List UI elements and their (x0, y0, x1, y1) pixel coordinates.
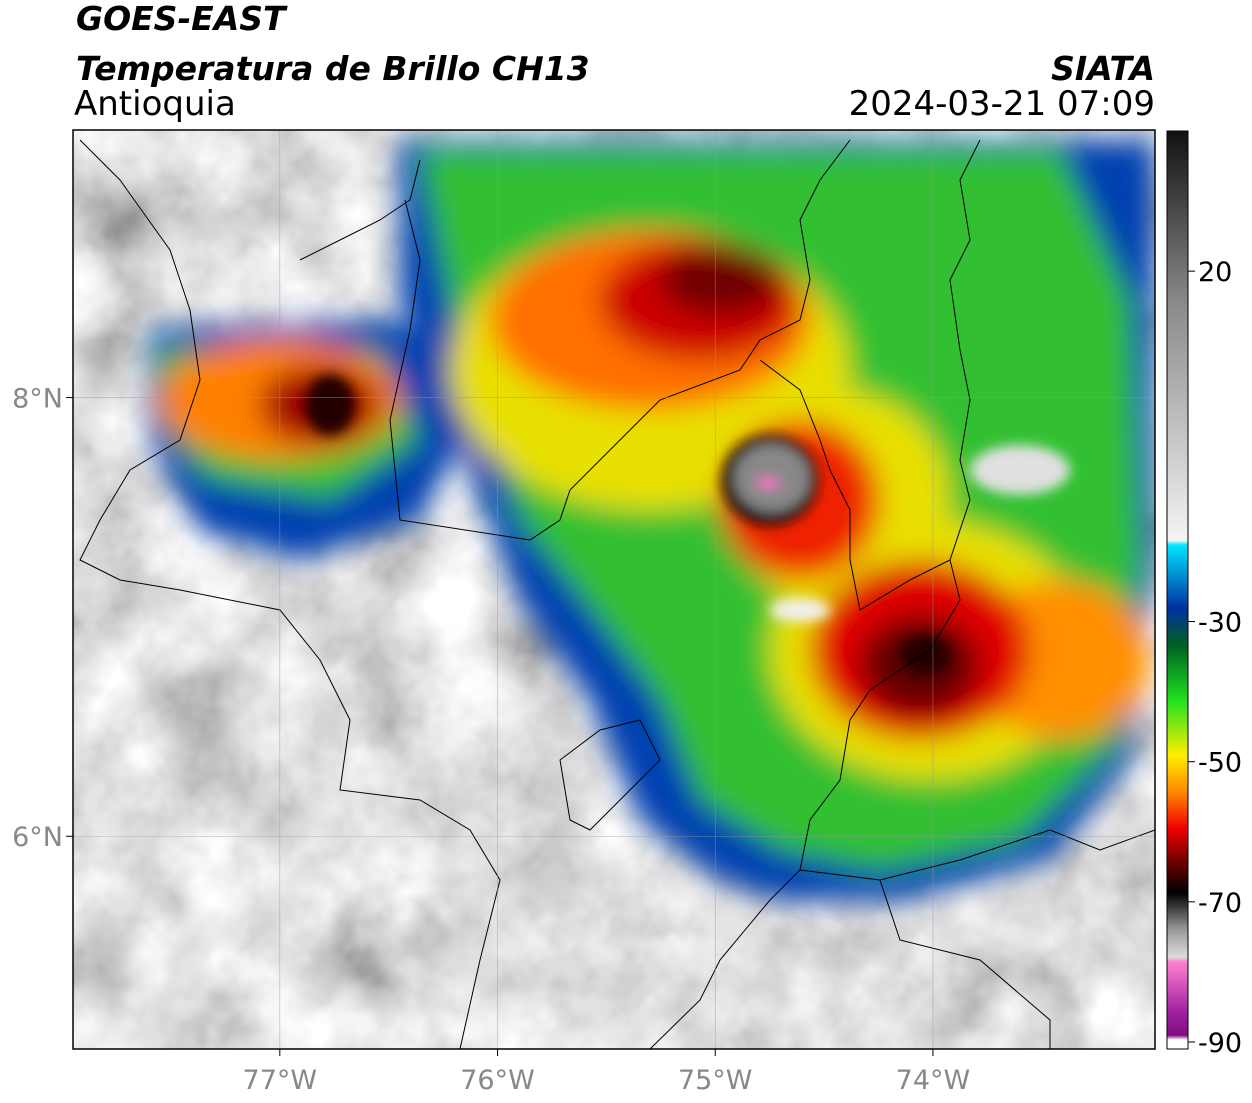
x-tick-label: 75°W (678, 1065, 753, 1096)
x-tick-label: 76°W (460, 1065, 535, 1096)
colorbar-tick-label: 20 (1198, 257, 1232, 288)
map-frame (72, 129, 1156, 1050)
coastline (79, 139, 501, 1050)
datetime: 2024-03-21 07:09 (849, 84, 1155, 124)
department-border (299, 159, 421, 261)
y-tick-label: 6°N (12, 822, 63, 853)
boundaries (79, 139, 1156, 1050)
x-tick-label: 77°W (243, 1065, 318, 1096)
colorbar (1166, 130, 1189, 1050)
colorbar-tick-label: -30 (1198, 608, 1242, 639)
colorbar-tick-label: -50 (1198, 748, 1242, 779)
department-border (389, 139, 851, 541)
colorbar-tick-label: -70 (1198, 888, 1242, 919)
source: SIATA (1051, 49, 1155, 88)
graticule (73, 130, 1155, 1049)
colorbar-tick-label: -90 (1198, 1028, 1242, 1059)
y-tick-label: 8°N (12, 384, 63, 415)
municipal-border (559, 719, 661, 831)
title: GOES-EAST (76, 0, 288, 38)
region: Antioquia (74, 84, 236, 124)
x-tick-label: 74°W (896, 1065, 971, 1096)
subtitle: Temperatura de Brillo CH13 (76, 49, 590, 88)
department-border (799, 829, 1156, 1049)
department-border (649, 559, 961, 1050)
satellite-image (73, 130, 1155, 1049)
